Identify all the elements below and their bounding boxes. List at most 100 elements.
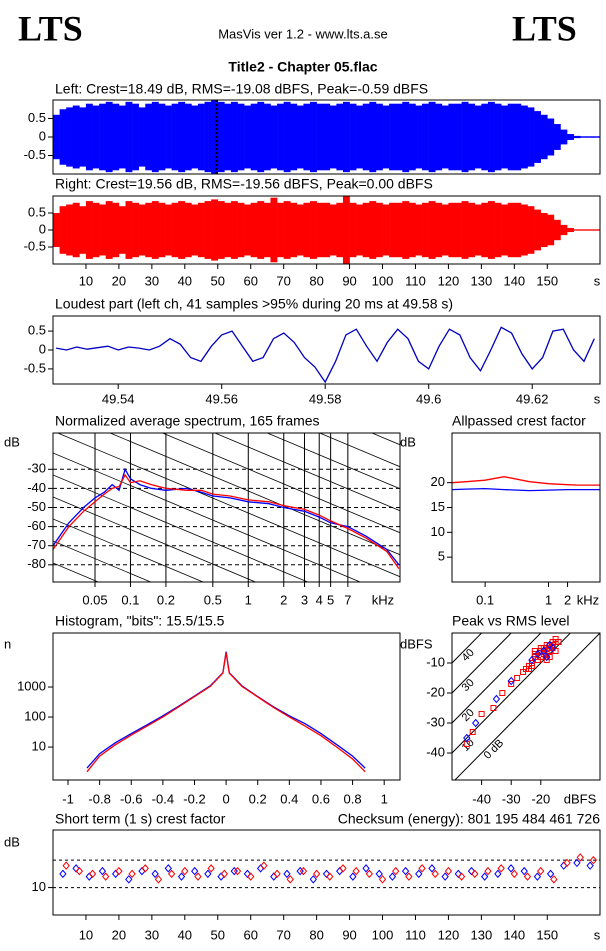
x-tick-label: 10	[79, 927, 93, 942]
x-unit: s	[594, 273, 601, 288]
point	[141, 864, 149, 873]
point	[405, 872, 413, 881]
point	[98, 866, 107, 876]
waveform-band	[428, 101, 436, 173]
x-tick-label: 0.8	[344, 791, 362, 806]
y-tick-label: -50	[27, 499, 46, 514]
point	[490, 705, 497, 711]
waveform-band	[105, 101, 113, 173]
y-tick-label: 10	[32, 739, 46, 754]
waveform-band	[211, 199, 219, 261]
waveform-band	[514, 103, 522, 171]
point	[362, 864, 370, 873]
point	[125, 875, 133, 884]
y-tick-label: -80	[27, 556, 46, 571]
x-tick-label: 40	[178, 273, 192, 288]
x-tick-label: 150	[536, 273, 558, 288]
point	[550, 875, 558, 884]
x-tick-label: 20	[112, 927, 126, 942]
point	[392, 866, 400, 876]
waveform-band	[408, 103, 416, 171]
point	[549, 642, 556, 648]
point	[115, 866, 123, 876]
waveform-band	[461, 101, 469, 173]
diagonal-line	[452, 633, 572, 754]
x-tick-label: 120	[438, 927, 460, 942]
point	[507, 864, 515, 873]
x-tick-label: 0.2	[157, 592, 175, 607]
y-tick-label: 15	[431, 499, 445, 514]
waveform-band	[158, 103, 166, 171]
point	[164, 864, 172, 873]
point	[463, 733, 471, 743]
waveform-band	[402, 201, 410, 259]
point	[204, 869, 212, 879]
plot-area	[53, 100, 600, 174]
point	[586, 861, 594, 870]
waveform-band	[573, 229, 581, 231]
waveform-band	[105, 201, 113, 259]
waveform-band	[435, 103, 443, 171]
point	[508, 681, 515, 687]
slope-line	[56, 433, 400, 578]
waveform-band	[527, 206, 535, 254]
point	[286, 875, 294, 884]
point	[312, 869, 321, 879]
y-tick-label: -40	[426, 744, 445, 759]
point	[469, 729, 476, 735]
waveform-band	[389, 202, 396, 258]
diagonal-line	[452, 633, 512, 694]
waveform-band	[553, 124, 561, 150]
point	[349, 872, 357, 881]
waveform-band	[145, 202, 153, 258]
logo-left: LTS	[18, 8, 83, 48]
series-line	[53, 473, 400, 569]
waveform-band	[323, 202, 331, 258]
x-unit: dBFS	[564, 791, 597, 806]
waveform-band	[263, 202, 271, 258]
waveform-band	[217, 101, 225, 173]
point	[499, 690, 506, 696]
x-tick-label: 49.62	[516, 391, 549, 406]
point	[441, 872, 449, 881]
point	[62, 861, 70, 870]
waveform-band	[455, 202, 462, 258]
waveform-band	[277, 202, 284, 258]
x-tick-label: 0	[222, 791, 229, 806]
waveform-band	[547, 214, 555, 246]
slope-line	[266, 433, 400, 490]
waveform-band	[92, 202, 100, 258]
waveform-band	[191, 105, 199, 169]
x-tick-label: 0.6	[312, 791, 330, 806]
waveform-band	[178, 101, 186, 173]
point	[525, 666, 532, 672]
plot-area	[452, 476, 600, 492]
x-tick-label: -0.8	[88, 791, 110, 806]
waveform-band	[356, 105, 364, 169]
x-tick-label: 140	[503, 273, 525, 288]
waveform-band	[375, 103, 383, 171]
panel-subtitle: Checksum (energy): 801 195 484 461 726	[338, 811, 600, 827]
waveform-band	[336, 202, 344, 258]
waveform-band	[125, 101, 133, 173]
x-tick-label: 49.58	[309, 391, 342, 406]
waveform-band	[593, 229, 600, 231]
waveform-band	[487, 101, 495, 173]
waveform-band	[481, 202, 489, 258]
waveform-band	[118, 206, 126, 254]
x-unit: s	[594, 927, 601, 942]
waveform-band	[342, 196, 350, 264]
waveform-band	[296, 204, 304, 256]
point	[444, 866, 453, 876]
waveform-band	[586, 136, 594, 138]
point	[260, 861, 268, 870]
waveform-band	[92, 105, 100, 169]
x-tick-label: 7	[344, 592, 351, 607]
point	[220, 869, 229, 879]
waveform-band	[197, 103, 205, 171]
x-tick-label: 70	[276, 927, 290, 942]
x-tick-label: 0.5	[204, 592, 222, 607]
waveform-band	[448, 103, 456, 171]
waveform-band	[362, 103, 370, 171]
